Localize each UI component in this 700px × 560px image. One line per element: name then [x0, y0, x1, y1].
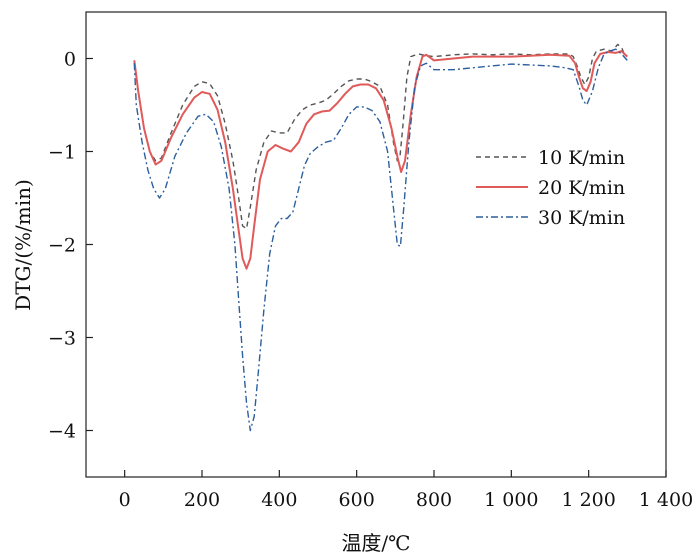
legend-label-2: 20 K/min [538, 177, 625, 199]
series-layer [133, 43, 628, 432]
x-tick-label: 600 [339, 489, 375, 511]
x-tick-label: 800 [416, 489, 452, 511]
x-axis: 0 200 400 600 800 1 000 1 200 1 400 [119, 470, 693, 511]
y-tick-label: −4 [48, 421, 76, 443]
y-tick-label: 0 [64, 49, 76, 71]
x-axis-title: 温度/℃ [341, 531, 410, 555]
y-axis: 0 −1 −2 −3 −4 [48, 49, 93, 443]
plot-frame [85, 11, 667, 478]
x-tick-label: 0 [119, 489, 131, 511]
x-tick-label: 1 000 [484, 489, 538, 511]
x-tick-label: 1 200 [561, 489, 615, 511]
y-tick-label: −1 [48, 142, 76, 164]
legend-label-3: 30 K/min [538, 207, 625, 229]
x-tick-label: 1 400 [639, 489, 693, 511]
x-tick-label: 200 [184, 489, 220, 511]
series-line-3 [133, 48, 628, 432]
legend: 10 K/min 20 K/min 30 K/min [476, 147, 625, 229]
y-axis-title: DTG/(%/min) [11, 179, 35, 311]
series-line-1 [133, 43, 627, 230]
series-line-2 [133, 50, 628, 270]
legend-label-1: 10 K/min [538, 147, 625, 169]
y-tick-label: −2 [48, 235, 76, 257]
y-tick-label: −3 [48, 328, 76, 350]
x-tick-label: 400 [261, 489, 297, 511]
